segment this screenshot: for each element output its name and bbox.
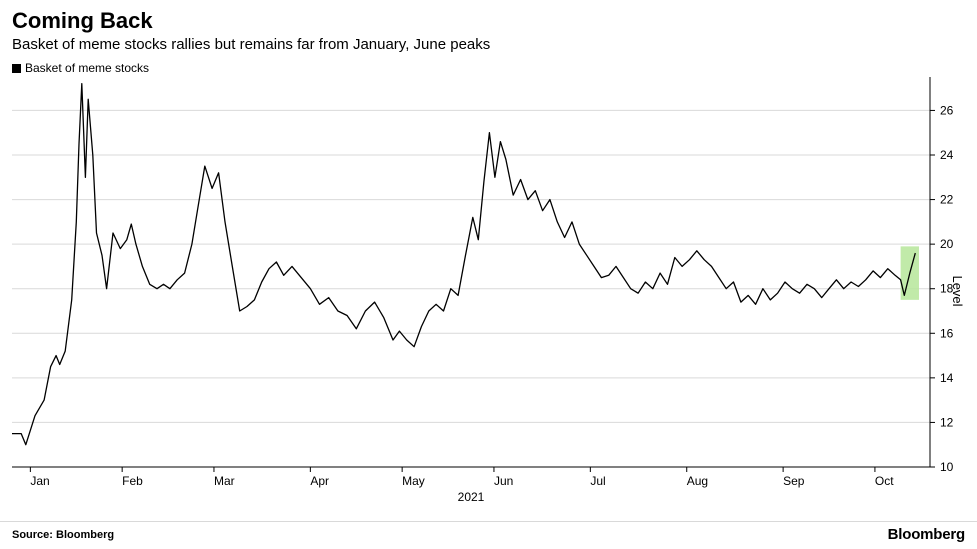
legend: Basket of meme stocks	[0, 57, 977, 75]
x-tick-label: May	[402, 474, 425, 488]
legend-label: Basket of meme stocks	[25, 61, 149, 75]
chart-header: Coming Back Basket of meme stocks rallie…	[0, 0, 977, 57]
x-tick-label: Jan	[30, 474, 49, 488]
y-tick-label: 26	[940, 103, 954, 117]
chart-title: Coming Back	[12, 8, 965, 34]
x-tick-label: Oct	[875, 474, 894, 488]
source-text: Source: Bloomberg	[12, 529, 114, 541]
chart-container: 101214161820222426JanFebMarAprMayJunJulA…	[0, 75, 977, 507]
x-tick-label: Apr	[310, 474, 329, 488]
series-line	[12, 84, 915, 445]
legend-swatch	[12, 64, 21, 73]
y-tick-label: 16	[940, 326, 954, 340]
x-tick-label: Sep	[783, 474, 805, 488]
x-axis-label: 2021	[458, 490, 485, 504]
x-tick-label: Feb	[122, 474, 143, 488]
y-tick-label: 24	[940, 148, 954, 162]
x-tick-label: Jul	[590, 474, 605, 488]
y-axis-label: Level	[950, 275, 965, 306]
line-chart: 101214161820222426JanFebMarAprMayJunJulA…	[0, 75, 977, 507]
chart-footer: Source: Bloomberg Bloomberg	[0, 521, 977, 549]
x-tick-label: Mar	[214, 474, 235, 488]
x-tick-label: Jun	[494, 474, 513, 488]
x-tick-label: Aug	[687, 474, 708, 488]
y-tick-label: 14	[940, 371, 954, 385]
y-tick-label: 20	[940, 237, 954, 251]
y-tick-label: 22	[940, 193, 954, 207]
y-tick-label: 12	[940, 415, 954, 429]
y-tick-label: 10	[940, 460, 954, 474]
brand-text: Bloomberg	[888, 526, 965, 543]
chart-subtitle: Basket of meme stocks rallies but remain…	[12, 36, 965, 53]
